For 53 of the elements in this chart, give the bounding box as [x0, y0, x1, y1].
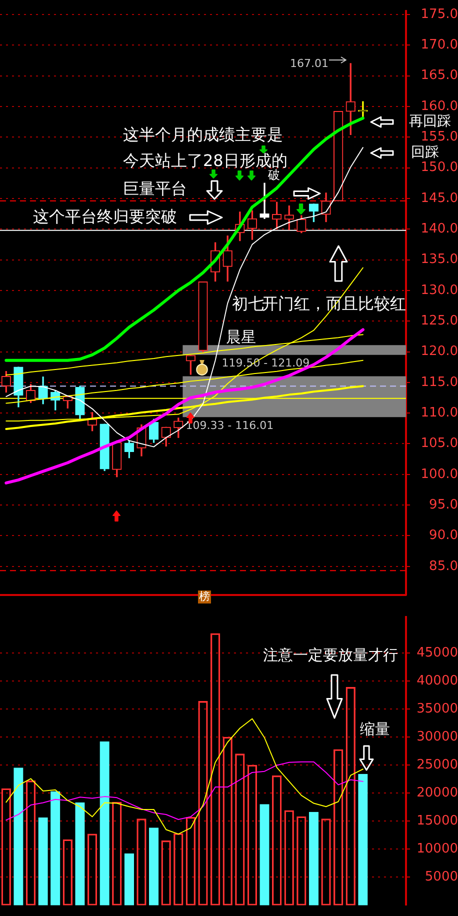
y-tick-label: 140.0: [420, 221, 458, 236]
y-tick-label: 125.0: [420, 313, 458, 328]
y-tick-label: 155.0: [420, 130, 458, 144]
annotation: 初七: [232, 294, 264, 314]
bar: [308, 812, 319, 906]
annotation: 这半个月的成绩主要是: [123, 125, 283, 144]
y-tick-label: 20000: [416, 786, 458, 801]
candlestick: [260, 182, 270, 220]
bar: [38, 818, 48, 906]
annotation: 破: [267, 168, 280, 182]
y-tick-label: 100.0: [420, 466, 458, 482]
y-tick-label: 165.0: [420, 68, 458, 84]
y-tick-label: 115.0: [420, 374, 458, 390]
y-tick-label: 145.0: [420, 190, 458, 206]
y-tick-label: 130.0: [420, 282, 458, 298]
text: 再回踩: [409, 114, 451, 130]
annotation: 巨量平台: [123, 179, 187, 198]
bar: [124, 853, 134, 906]
bar: [358, 774, 368, 906]
y-tick-label: 10000: [416, 842, 458, 857]
y-tick-label: 170.0: [420, 38, 458, 53]
bar: [260, 804, 270, 906]
annotation: 缩量: [360, 720, 390, 738]
y-tick-label: 120.0: [420, 344, 458, 360]
annotation: 今天站上了28日形成的: [123, 151, 288, 170]
bar: [75, 802, 85, 906]
y-tick-label: 90.0: [429, 528, 458, 544]
annotation: 注意一定要放量才行: [263, 646, 398, 664]
y-tick-label: 150.0: [420, 160, 458, 176]
y-tick-label: 175.0: [420, 6, 458, 22]
band-label: 109.33 - 116.01: [186, 419, 274, 432]
y-tick-label: 30000: [416, 730, 458, 745]
annotation: 167.01: [290, 56, 328, 70]
bar: [14, 768, 24, 906]
bar: [50, 791, 60, 906]
y-tick-label: 110.0: [420, 405, 458, 420]
annotation: 这个平台终归要突破: [33, 207, 177, 226]
y-tick-label: 15000: [416, 814, 458, 829]
y-tick-label: 95.0: [429, 497, 458, 512]
y-tick-label: 105.0: [420, 436, 458, 452]
y-tick-label: 160.0: [420, 98, 458, 114]
text: 回踩: [411, 144, 439, 161]
y-tick-label: 35000: [416, 702, 458, 717]
annotation: 晨星: [226, 328, 256, 346]
y-tick-label: 135.0: [420, 252, 458, 268]
y-tick-label: 45000: [416, 646, 458, 661]
y-tick-label: 25000: [416, 758, 458, 773]
bar: [148, 828, 159, 906]
annotation: 榜: [199, 590, 210, 603]
y-tick-label: 85.0: [429, 558, 458, 574]
bar: [100, 741, 110, 906]
y-tick-label: 40000: [416, 674, 458, 689]
y-tick-label: 5000: [424, 870, 458, 885]
